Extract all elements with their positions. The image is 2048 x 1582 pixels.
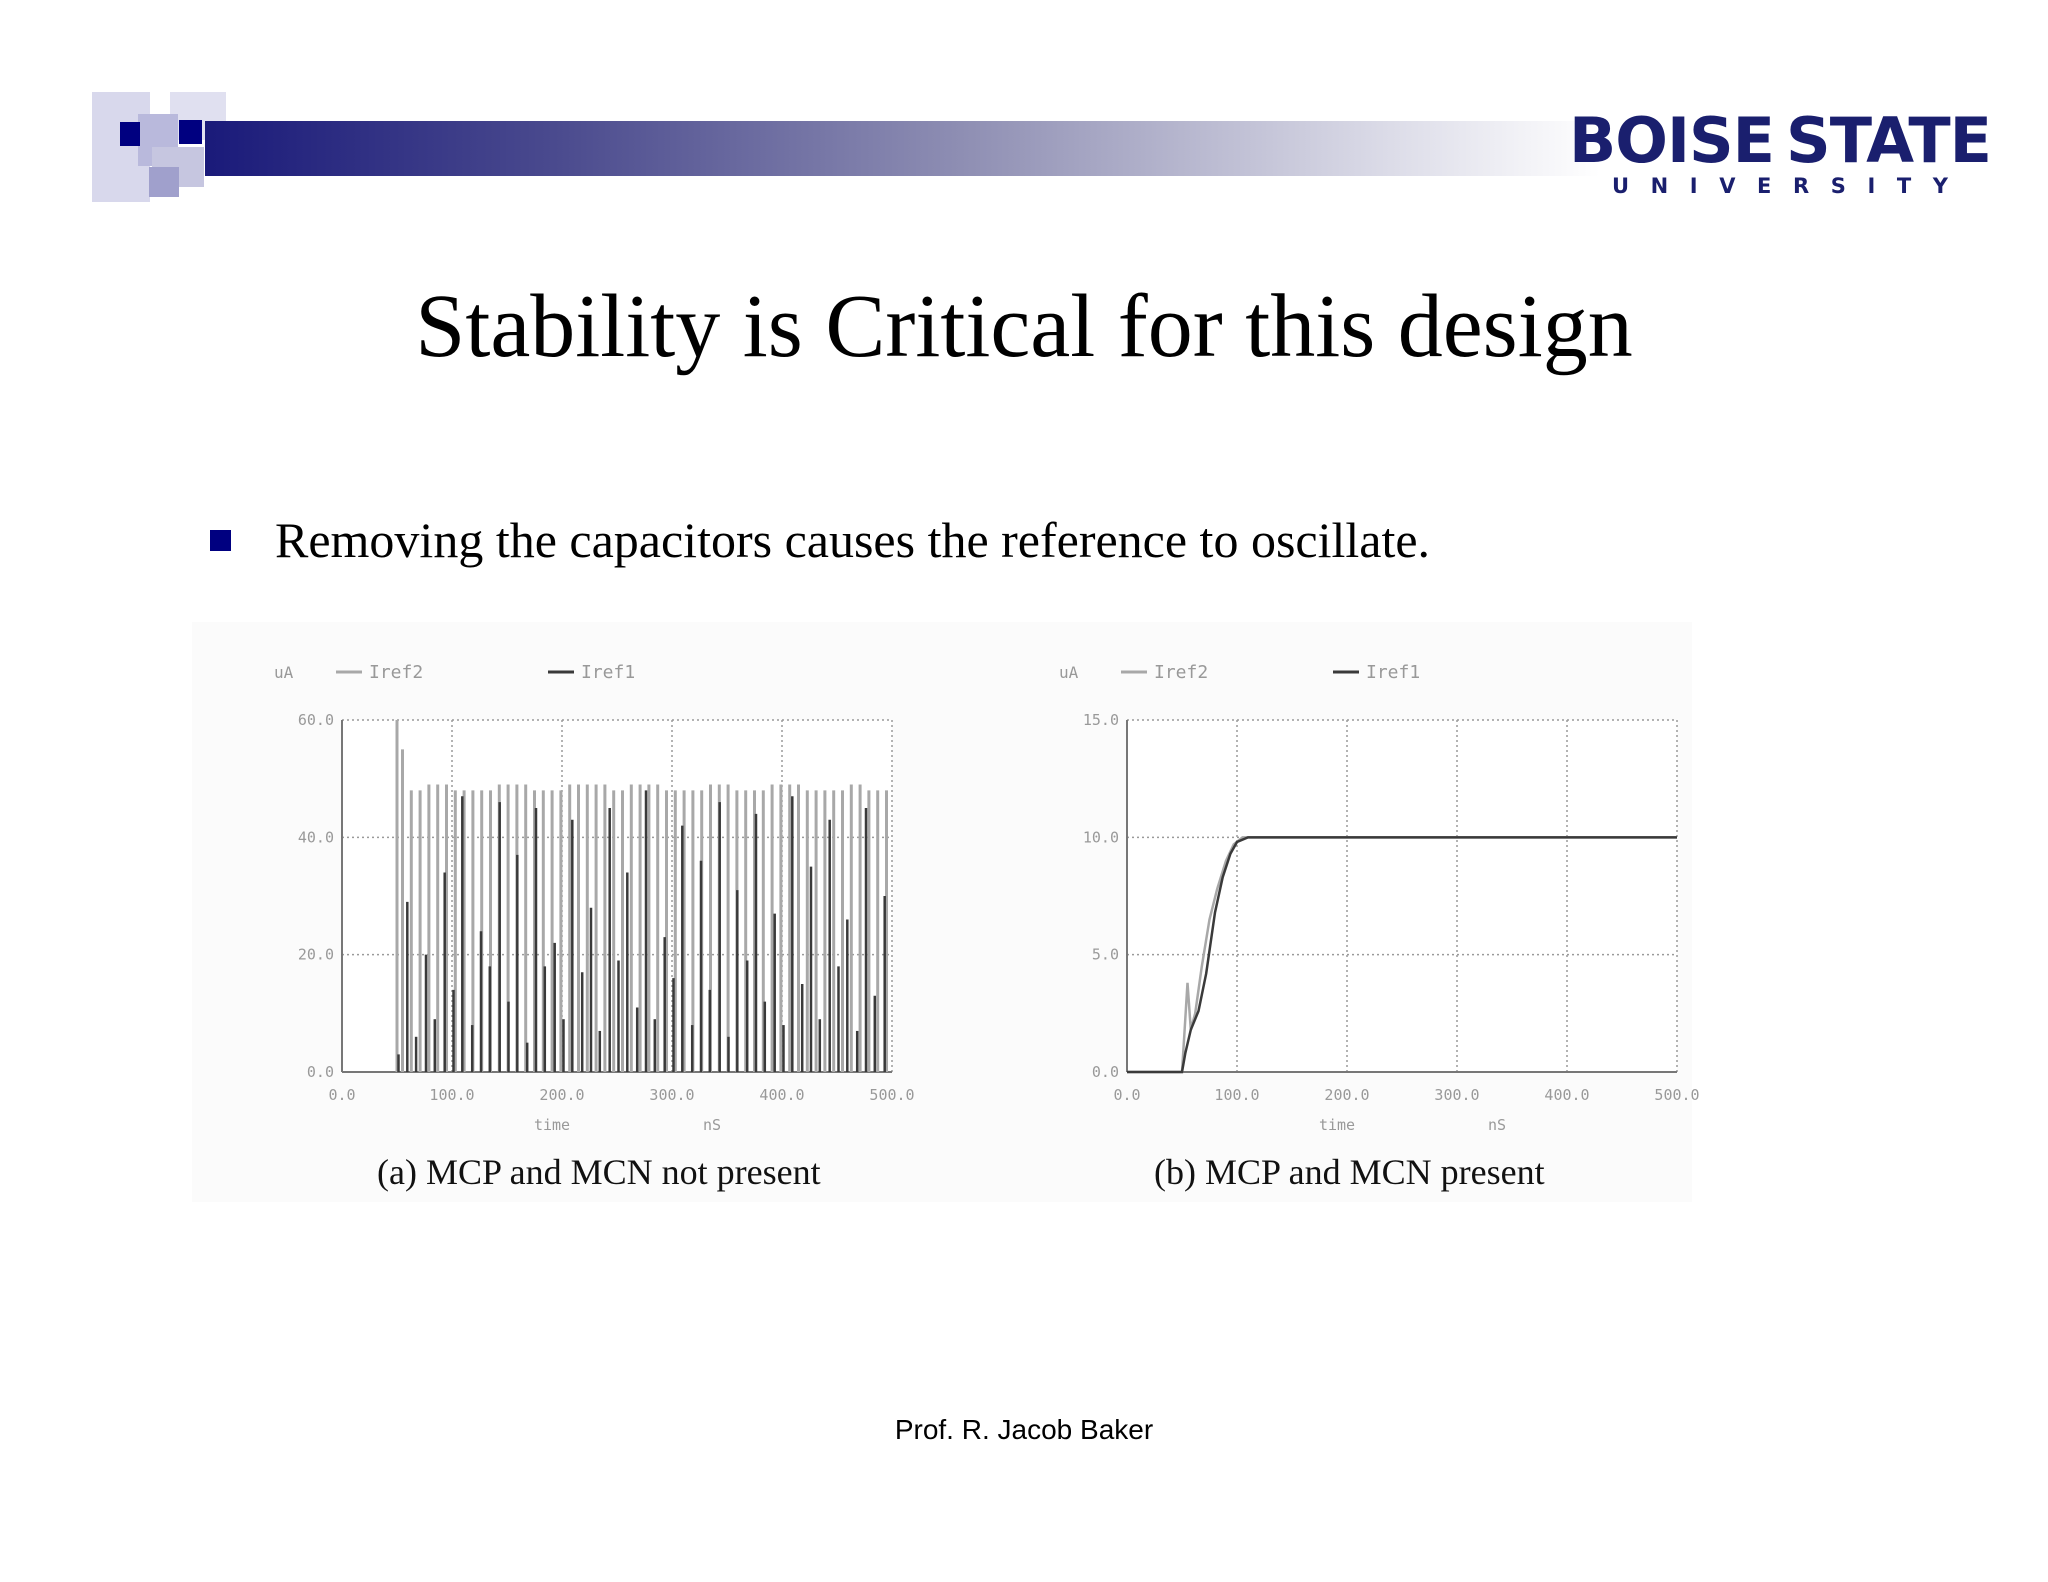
- x-tick-label: 400.0: [759, 1086, 804, 1104]
- logo-word-state: STATE: [1786, 103, 1992, 177]
- legend-label: Iref2: [1154, 662, 1208, 683]
- slide-title: Stability is Critical for this design: [415, 277, 1633, 376]
- x-tick-label: 0.0: [1113, 1086, 1140, 1104]
- logo-letter: V: [1719, 174, 1736, 198]
- x-tick-label: 300.0: [1434, 1086, 1479, 1104]
- logo-letter: I: [1689, 174, 1698, 198]
- x-tick-label: 200.0: [1324, 1086, 1369, 1104]
- x-axis-label: time: [1319, 1116, 1355, 1134]
- bullet-text: Removing the capacitors causes the refer…: [275, 512, 1431, 568]
- footer-author: Prof. R. Jacob Baker: [894, 1414, 1154, 1445]
- plot-area: [342, 720, 892, 1072]
- x-tick-label: 500.0: [1654, 1086, 1699, 1104]
- y-tick-label: 15.0: [1083, 711, 1119, 729]
- x-tick-label: 400.0: [1544, 1086, 1589, 1104]
- decor-square: [179, 120, 202, 144]
- y-tick-label: 10.0: [1083, 828, 1119, 846]
- chart-a: 0.0 100.0 200.0 300.0 400.0 500.0 0.0 20.0 40.0 6…: [274, 662, 915, 1134]
- logo-letter: Y: [1932, 174, 1948, 198]
- bullet-square-icon: [210, 530, 231, 551]
- header-gradient-bar: [205, 121, 1600, 176]
- chart-b: 0.0 100.0 200.0 300.0 400.0 500.0 0.0 5.0 10.0 15…: [1059, 662, 1700, 1134]
- y-axis-unit-label: uA: [274, 663, 294, 682]
- x-tick-label: 0.0: [328, 1086, 355, 1104]
- y-tick-label: 60.0: [298, 711, 334, 729]
- logo-letter: I: [1867, 174, 1876, 198]
- x-tick-label: 100.0: [429, 1086, 474, 1104]
- legend-label: Iref1: [1366, 662, 1420, 683]
- plot-area: [1127, 720, 1677, 1072]
- logo-letter: R: [1792, 174, 1810, 198]
- logo-letter: E: [1757, 174, 1772, 198]
- boise-state-logo: BOISE STATE U N I V E R S I T Y: [1569, 104, 1992, 208]
- y-tick-label: 40.0: [298, 828, 334, 846]
- y-tick-label: 20.0: [298, 946, 334, 964]
- figure-panel: 0.0 100.0 200.0 300.0 400.0 500.0 0.0 20.0 40.0 6…: [192, 622, 1700, 1202]
- series-line-iref1: [1127, 836, 1677, 1074]
- y-tick-label: 0.0: [307, 1063, 334, 1081]
- decor-square: [149, 167, 179, 197]
- x-axis-label: time: [534, 1116, 570, 1134]
- x-axis-unit-label: nS: [703, 1116, 721, 1134]
- decorative-squares: [92, 92, 237, 207]
- x-tick-label: 200.0: [539, 1086, 584, 1104]
- y-tick-label: 0.0: [1092, 1063, 1119, 1081]
- x-axis-unit-label: nS: [1488, 1116, 1506, 1134]
- chart-b-caption: (b) MCP and MCN present: [1154, 1152, 1545, 1192]
- logo-word-boise: BOISE: [1569, 103, 1775, 177]
- y-tick-label: 5.0: [1092, 946, 1119, 964]
- logo-letter: U: [1612, 174, 1630, 198]
- logo-letter: T: [1896, 174, 1912, 198]
- y-axis-unit-label: uA: [1059, 663, 1079, 682]
- legend-label: Iref1: [581, 662, 635, 683]
- x-tick-label: 300.0: [649, 1086, 694, 1104]
- logo-university: U N I V E R S I T Y: [1612, 174, 1948, 204]
- logo-letter: N: [1650, 174, 1669, 198]
- decor-square: [120, 122, 140, 146]
- x-tick-label: 100.0: [1214, 1086, 1259, 1104]
- legend-label: Iref2: [369, 662, 423, 683]
- logo-letter: S: [1830, 174, 1846, 198]
- logo-wordmark: BOISE STATE: [1569, 104, 1992, 177]
- chart-a-caption: (a) MCP and MCN not present: [377, 1152, 821, 1192]
- x-tick-label: 500.0: [869, 1086, 914, 1104]
